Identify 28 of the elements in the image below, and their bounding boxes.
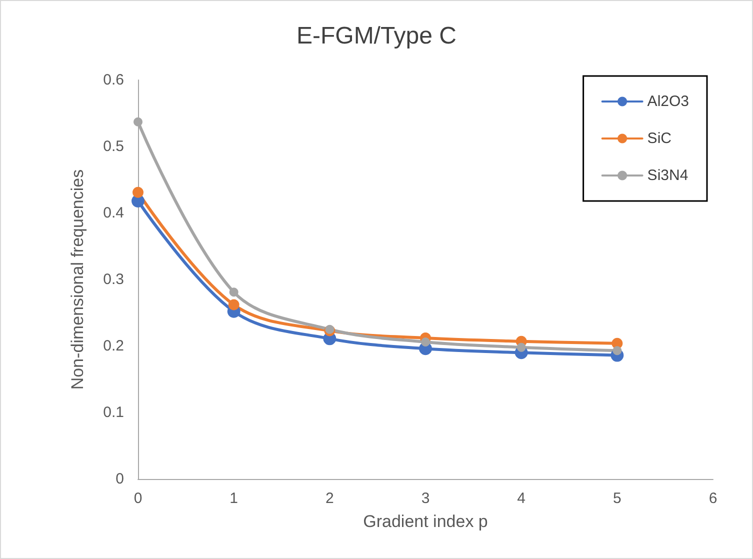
y-tick-label: 0.1: [103, 404, 124, 421]
y-tick-label: 0.6: [103, 72, 124, 88]
point: [132, 186, 144, 198]
x-axis-title: Gradient index p: [363, 512, 488, 531]
y-axis-title: Non-dimensional frequencies: [68, 169, 87, 390]
x-tick-label: 1: [230, 490, 238, 507]
point: [228, 299, 240, 310]
y-tick-label: 0.4: [103, 204, 124, 222]
y-tick-label: 0: [116, 470, 124, 488]
x-tick-label: 0: [134, 490, 142, 507]
x-tick-label: 6: [708, 490, 718, 507]
point: [421, 338, 430, 347]
x-tick-label: 3: [421, 490, 430, 507]
point: [612, 346, 622, 356]
point: [325, 324, 334, 334]
y-tick-label: 0.2: [103, 338, 124, 354]
point: [516, 342, 526, 352]
x-tick-label: 4: [517, 490, 526, 507]
x-tick-label: 5: [612, 490, 622, 507]
point: [134, 117, 142, 126]
point: [229, 288, 238, 297]
x-tick-label: 2: [325, 490, 334, 507]
legend-label: Al2O3: [647, 93, 690, 110]
legend-label: SiC: [647, 130, 672, 147]
y-tick-label: 0.5: [103, 138, 124, 155]
chart-title: E-FGM/Type C: [296, 22, 457, 50]
y-tick-label: 0.3: [103, 271, 124, 288]
legend-label: Si3N4: [647, 167, 688, 184]
